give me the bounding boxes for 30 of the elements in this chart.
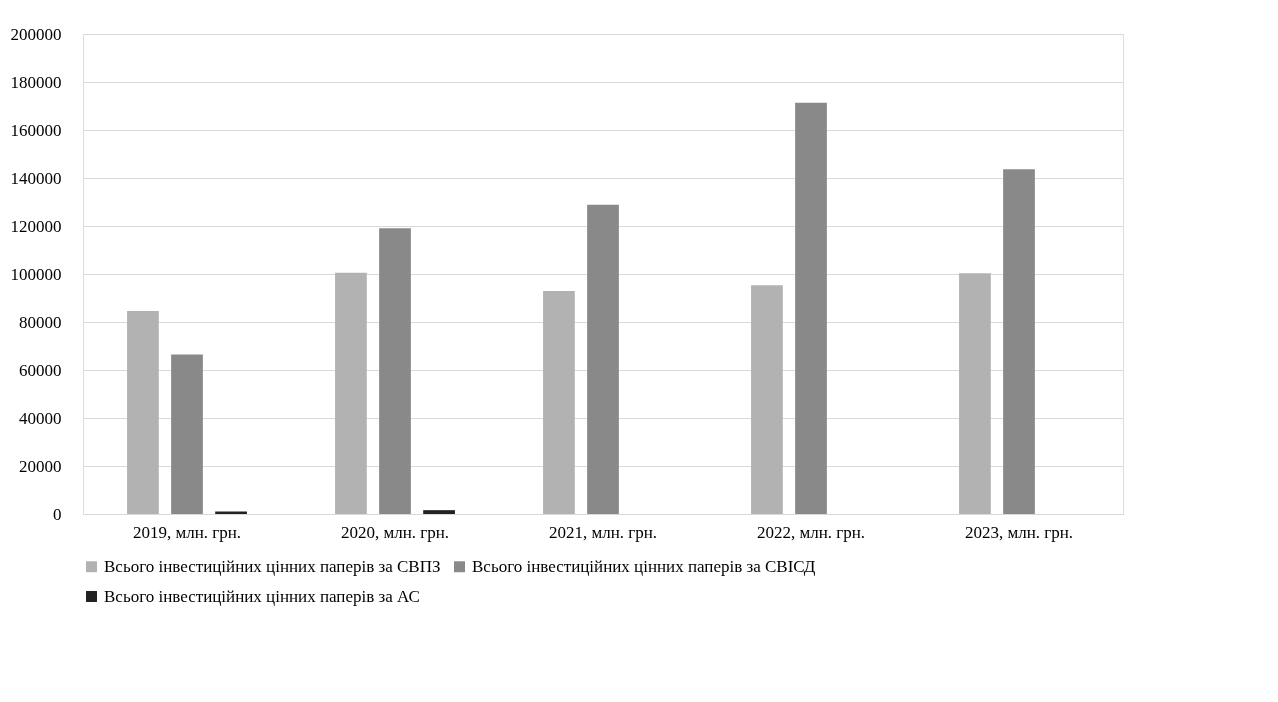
y-tick-label: 20000 [19, 456, 62, 476]
x-tick-label: 2022, млн. грн. [756, 522, 866, 542]
y-tick-label: 80000 [19, 312, 62, 332]
bar [423, 510, 455, 514]
x-tick-label: 2020, млн. грн. [340, 522, 450, 542]
bar [751, 285, 783, 514]
x-tick-label: 2021, млн. грн. [548, 522, 658, 542]
bar [1003, 169, 1035, 514]
y-tick-label: 60000 [19, 360, 62, 380]
x-tick-label: 2023, млн. грн. [964, 522, 1074, 542]
y-tick-label: 200000 [10, 24, 62, 44]
bar [543, 291, 575, 514]
bar [335, 272, 367, 514]
legend-label: Всього інвестиційних цінних паперів за АС [104, 586, 420, 606]
bar [795, 102, 827, 514]
legend-label: Всього інвестиційних цінних паперів за СВІСД [472, 556, 816, 576]
y-tick-label: 0 [53, 504, 62, 524]
y-tick-label: 160000 [10, 120, 62, 140]
bar [959, 273, 991, 514]
y-tick-label: 120000 [10, 216, 62, 236]
legend-label: Всього інвестиційних цінних паперів за СВПЗ [104, 556, 441, 576]
y-tick-label: 40000 [19, 408, 62, 428]
y-tick-label: 140000 [10, 168, 62, 188]
bar [127, 310, 159, 514]
bar [379, 228, 411, 514]
x-tick-label: 2019, млн. грн. [132, 522, 242, 542]
y-tick-label: 180000 [10, 72, 62, 92]
bar [171, 354, 203, 514]
bar [587, 204, 619, 514]
y-tick-label: 100000 [10, 264, 62, 284]
